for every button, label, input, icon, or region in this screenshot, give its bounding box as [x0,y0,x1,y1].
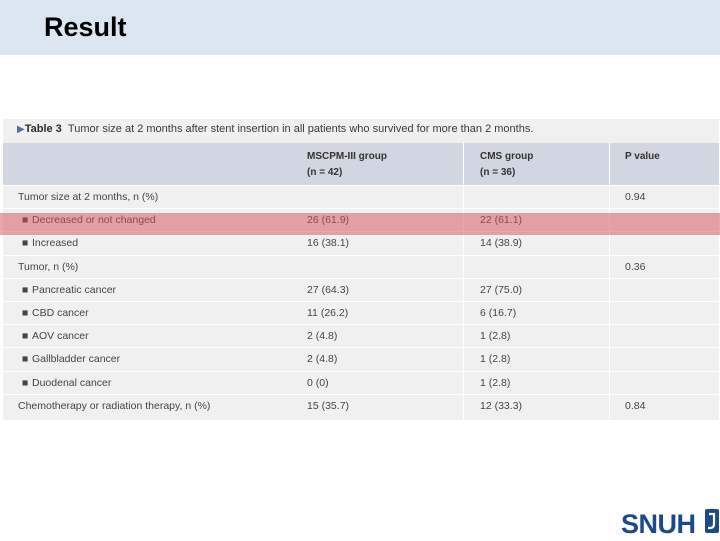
bullet-icon: ■ [22,307,29,319]
table-row: Chemotherapy or radiation therapy, n (%)… [3,393,719,417]
column-header-cms-line1: CMS group [480,151,534,162]
cell-mscpm: 27 (64.3) [307,283,350,296]
cell-cms: 6 (16.7) [480,307,517,319]
column-divider [609,143,610,420]
row-label: Duodenal cancer [32,376,112,389]
cell-cms: 1 (2.8) [480,330,511,343]
bullet-icon: ■ [22,283,29,296]
row-label: CBD cancer [32,307,89,319]
row-label: Pancreatic cancer [32,283,117,296]
column-divider [463,143,464,420]
row-label: AOV cancer [32,330,89,343]
cell-cms: 1 (2.8) [480,376,511,389]
table-row: ■ Pancreatic cancer 27 (64.3) 27 (75.0) [3,277,719,301]
logo-text: SNUH [621,509,696,539]
slide-title: Result [44,12,127,42]
highlight-band [0,213,720,235]
bullet-icon: ■ [22,353,29,366]
logo-mark-icon [705,509,719,533]
cell-cms: 27 (75.0) [480,283,523,296]
table-header-row: MSCPM-III group (n = 42) CMS group (n = … [3,143,719,185]
cell-cms: 12 (33.3) [480,399,523,412]
table-row: ■ CBD cancer 11 (26.2) 6 (16.7) [3,301,719,324]
cell-mscpm: 2 (4.8) [307,330,338,343]
cell-mscpm: 11 (26.2) [307,307,349,319]
cell-mscpm: 16 (38.1) [307,237,350,250]
bullet-icon: ■ [22,376,29,389]
table-row: ■ Gallbladder cancer 2 (4.8) 1 (2.8) [3,347,719,370]
cell-cms: 14 (38.9) [480,237,523,250]
header-band [0,0,720,55]
column-header-cms: CMS group (n = 36) [480,149,533,181]
table-caption: ▶Table 3 Tumor size at 2 months after st… [17,123,533,135]
cell-pvalue: 0.94 [625,191,646,203]
table-row: Tumor size at 2 months, n (%) 0.94 [3,185,719,208]
cell-mscpm: 0 (0) [307,376,329,389]
results-table: ▶Table 3 Tumor size at 2 months after st… [3,119,719,420]
table-row: ■ Duodenal cancer 0 (0) 1 (2.8) [3,370,719,394]
row-label: Increased [32,237,79,250]
bullet-icon: ■ [22,237,29,250]
table-row: ■ AOV cancer 2 (4.8) 1 (2.8) [3,324,719,347]
column-header-mscpm-line1: MSCPM-III group [307,151,387,162]
cell-pvalue: 0.36 [625,260,646,273]
table-row: Tumor, n (%) 0.36 [3,254,719,278]
row-label: Tumor, n (%) [18,260,79,273]
cell-mscpm: 15 (35.7) [307,399,350,412]
bullet-icon: ■ [22,330,29,343]
caption-arrow-icon: ▶ [17,124,25,135]
column-header-mscpm: MSCPM-III group (n = 42) [307,149,387,181]
cell-pvalue: 0.84 [625,399,646,412]
row-label: Chemotherapy or radiation therapy, n (%) [18,399,211,412]
column-header-cms-line2: (n = 36) [480,167,516,178]
cell-mscpm: 2 (4.8) [307,353,338,366]
row-label: Tumor size at 2 months, n (%) [18,191,159,203]
caption-label: Table 3 [24,123,62,135]
caption-text: Tumor size at 2 months after stent inser… [67,123,534,135]
cell-cms: 1 (2.8) [480,353,511,366]
column-header-mscpm-line2: (n = 42) [307,167,343,178]
column-header-pvalue: P value [625,149,660,165]
row-label: Gallbladder cancer [32,353,121,366]
column-header-pvalue-line1: P value [625,151,660,162]
